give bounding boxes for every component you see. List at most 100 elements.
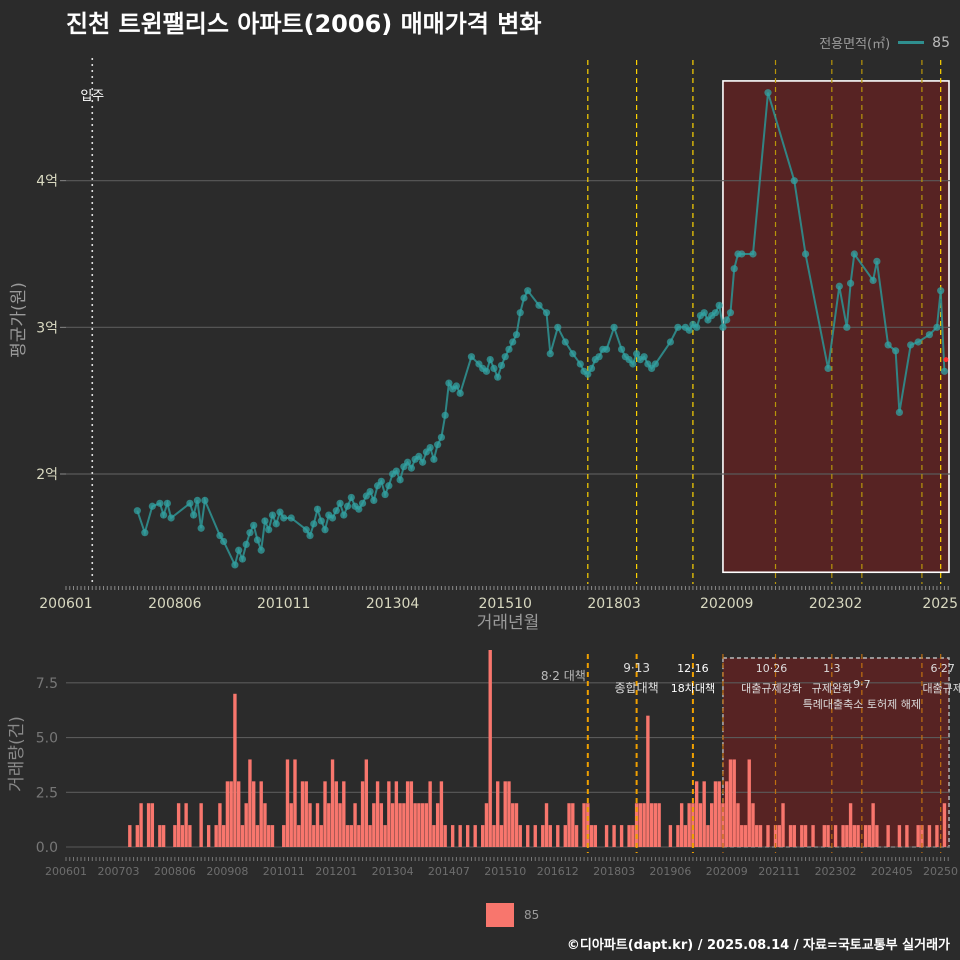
volume-x-tick-label: 200601 <box>45 865 87 878</box>
price-point <box>801 250 810 258</box>
volume-bar <box>811 825 815 847</box>
volume-bar <box>777 825 781 847</box>
volume-bar <box>875 825 879 847</box>
volume-bar <box>417 803 421 847</box>
highlight-region <box>722 80 950 574</box>
y-tick-label: 3억 <box>36 320 58 336</box>
price-point <box>790 177 798 185</box>
price-point <box>419 458 427 466</box>
price-point <box>265 526 273 534</box>
volume-bar <box>259 781 263 847</box>
price-point <box>505 345 513 353</box>
volume-bar <box>631 825 635 847</box>
price-point <box>441 411 449 419</box>
volume-bar <box>833 825 838 847</box>
volume-x-tick-label: 200806 <box>154 865 196 878</box>
price-point <box>167 514 175 522</box>
volume-bar <box>458 825 462 847</box>
legend-bar-label: 85 <box>524 908 540 922</box>
price-point <box>452 382 461 390</box>
volume-bar <box>852 825 857 847</box>
volume-bar <box>420 803 425 847</box>
volume-bar <box>668 825 673 847</box>
price-point <box>895 408 903 416</box>
volume-bar <box>676 825 680 847</box>
volume-bar <box>364 759 369 847</box>
price-point <box>332 507 340 515</box>
legend-title: 전용면적(㎡) <box>819 37 891 52</box>
volume-bar <box>240 825 245 847</box>
policy-label-text: 대출규제 <box>922 682 960 695</box>
volume-bar <box>323 781 327 847</box>
volume-y-tick-label: 7.5 <box>36 676 58 692</box>
volume-bar <box>297 825 301 847</box>
volume-bar <box>267 825 271 847</box>
volume-bar <box>788 825 793 847</box>
volume-bar <box>863 825 868 847</box>
volume-bar <box>443 825 447 847</box>
volume-bar <box>435 803 440 847</box>
volume-bar <box>432 825 436 847</box>
price-point <box>933 323 941 331</box>
price-chart: 2억 3억 4억 입주 200601 200806 201011 201304 201510 20… <box>9 58 958 633</box>
price-point <box>287 514 295 522</box>
volume-bar <box>293 759 297 847</box>
volume-bar <box>308 803 312 847</box>
price-point <box>512 331 521 339</box>
price-point <box>358 499 367 507</box>
price-point <box>321 526 329 534</box>
volume-bar <box>252 781 256 847</box>
volume-bar <box>867 825 872 847</box>
volume-bar <box>706 825 710 847</box>
price-point <box>268 511 277 519</box>
price-point <box>482 367 491 375</box>
price-point <box>193 496 201 504</box>
volume-bar <box>450 825 455 847</box>
bottom-legend: 85 <box>486 903 539 927</box>
policy-label: 8·2 대책 <box>541 668 586 683</box>
price-point <box>377 477 385 485</box>
legend-series-label: 85 <box>932 34 950 51</box>
volume-bar <box>848 803 853 847</box>
volume-bar <box>248 759 252 847</box>
price-point <box>445 379 453 387</box>
price-point <box>730 265 738 273</box>
price-point <box>674 323 682 331</box>
price-point <box>186 499 194 507</box>
price-point <box>940 367 949 375</box>
price-point <box>328 514 337 522</box>
policy-label-text: 종합대책 <box>615 680 659 695</box>
price-point <box>907 341 915 349</box>
legend-line-swatch <box>898 41 925 44</box>
volume-bar <box>897 825 902 847</box>
volume-chart: 0.0 2.5 5.0 7.5 8·2 대책 9·13 종합대책 12·16 18차대책 10·2… <box>7 650 960 878</box>
volume-bar <box>146 803 151 847</box>
volume-bar <box>282 825 286 847</box>
volume-bar <box>139 803 143 847</box>
volume-bar <box>199 803 203 847</box>
price-point <box>456 389 464 397</box>
price-point <box>190 511 198 519</box>
volume-bar <box>319 825 323 847</box>
volume-bar <box>150 803 155 847</box>
volume-y-tick-label: 0.0 <box>36 840 58 856</box>
volume-bar <box>871 803 875 847</box>
volume-bar <box>285 759 290 847</box>
price-point <box>370 496 378 504</box>
price-point <box>404 458 412 466</box>
volume-bar <box>214 825 218 847</box>
x-tick-label: 201011 <box>257 596 310 612</box>
volume-bar <box>188 825 192 847</box>
volume-bar <box>541 825 545 847</box>
volume-x-tick-label: 201612 <box>537 865 579 878</box>
volume-bar <box>713 781 718 847</box>
volume-bar <box>526 825 530 847</box>
volume-bar <box>803 825 808 847</box>
volume-bar <box>304 781 308 847</box>
move-in-label: 입주 <box>80 89 104 104</box>
volume-bar <box>710 803 714 847</box>
volume-bar <box>360 781 365 847</box>
price-point <box>749 250 757 258</box>
volume-highlight-region <box>722 657 950 848</box>
